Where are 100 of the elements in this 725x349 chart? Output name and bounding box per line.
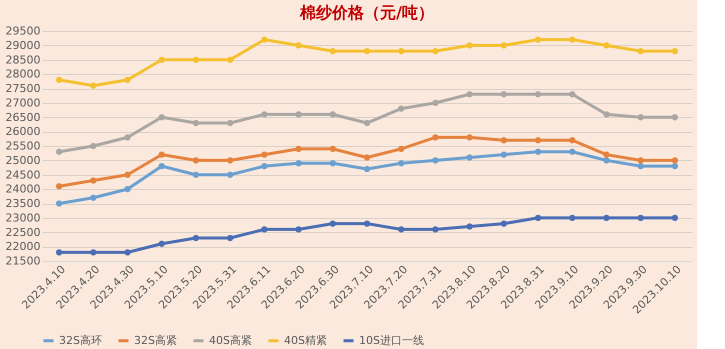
point — [158, 240, 165, 247]
point — [90, 82, 96, 89]
point — [500, 220, 508, 227]
point — [330, 111, 336, 118]
point — [500, 91, 508, 98]
point — [295, 111, 302, 118]
y-tick-label: 22500 — [6, 226, 40, 239]
point — [226, 120, 234, 126]
point — [432, 226, 439, 233]
legend-label: 32S高环 — [59, 334, 102, 347]
point — [466, 154, 473, 161]
y-tick-label: 21500 — [6, 254, 40, 268]
y-tick-label: 25500 — [6, 140, 40, 152]
point — [500, 42, 508, 49]
point — [638, 157, 644, 164]
point — [466, 134, 473, 141]
chart-title: 棉纱价格（元/吨） — [299, 3, 434, 22]
point — [90, 194, 96, 201]
point — [158, 151, 165, 158]
point — [56, 76, 62, 84]
point — [500, 137, 508, 144]
point — [124, 134, 131, 141]
point — [124, 172, 131, 178]
point — [261, 151, 268, 158]
point — [603, 214, 610, 222]
point — [432, 48, 439, 54]
point — [466, 42, 473, 49]
point — [158, 114, 165, 120]
point — [534, 148, 542, 155]
y-tick-label: 27000 — [6, 96, 40, 110]
y-tick-label: 23000 — [6, 211, 40, 224]
legend-label: 40S精紧 — [284, 334, 327, 347]
point — [90, 142, 96, 150]
point — [56, 183, 62, 190]
point — [432, 134, 439, 141]
point — [398, 160, 404, 166]
point — [226, 157, 234, 164]
point — [672, 114, 678, 120]
point — [398, 226, 404, 233]
point — [569, 214, 576, 222]
point — [158, 56, 165, 63]
point — [261, 111, 268, 118]
y-tick-label: 26500 — [6, 110, 40, 124]
point — [466, 223, 473, 230]
point — [192, 56, 200, 63]
point — [90, 249, 96, 256]
point — [261, 36, 268, 43]
point — [124, 186, 131, 192]
point — [638, 162, 644, 170]
point — [261, 226, 268, 233]
point — [569, 91, 576, 98]
point — [124, 76, 131, 84]
point — [364, 48, 370, 54]
point — [638, 214, 644, 222]
point — [432, 157, 439, 164]
point — [364, 220, 370, 227]
y-tick-label: 28500 — [6, 53, 40, 66]
point — [466, 91, 473, 98]
point — [158, 162, 165, 170]
point — [364, 120, 370, 126]
point — [534, 137, 542, 144]
y-tick-label: 25000 — [6, 154, 40, 167]
point — [638, 114, 644, 120]
point — [330, 160, 336, 166]
point — [603, 151, 610, 158]
point — [295, 42, 302, 49]
point — [192, 120, 200, 126]
y-tick-label: 24500 — [6, 168, 40, 182]
point — [90, 177, 96, 184]
point — [398, 48, 404, 54]
point — [330, 48, 336, 54]
legend-label: 32S高紧 — [134, 334, 177, 347]
point — [398, 105, 404, 112]
y-tick-label: 24000 — [6, 182, 40, 196]
point — [432, 100, 439, 106]
point — [364, 154, 370, 161]
y-tick-label: 29500 — [6, 24, 40, 38]
point — [226, 172, 234, 178]
point — [124, 249, 131, 256]
y-tick-label: 28000 — [6, 68, 40, 81]
point — [226, 56, 234, 63]
y-tick-label: 27500 — [6, 82, 40, 95]
point — [295, 226, 302, 233]
point — [295, 160, 302, 166]
point — [534, 214, 542, 222]
point — [672, 162, 678, 170]
legend-label: 40S高紧 — [209, 334, 252, 347]
point — [569, 137, 576, 144]
y-tick-label: 23500 — [6, 197, 40, 210]
point — [261, 162, 268, 170]
point — [364, 166, 370, 172]
point — [330, 220, 336, 227]
y-tick-label: 26000 — [6, 125, 40, 138]
point — [192, 234, 200, 242]
point — [534, 36, 542, 43]
point — [672, 214, 678, 222]
point — [226, 234, 234, 242]
point — [603, 111, 610, 118]
point — [56, 200, 62, 207]
point — [192, 172, 200, 178]
